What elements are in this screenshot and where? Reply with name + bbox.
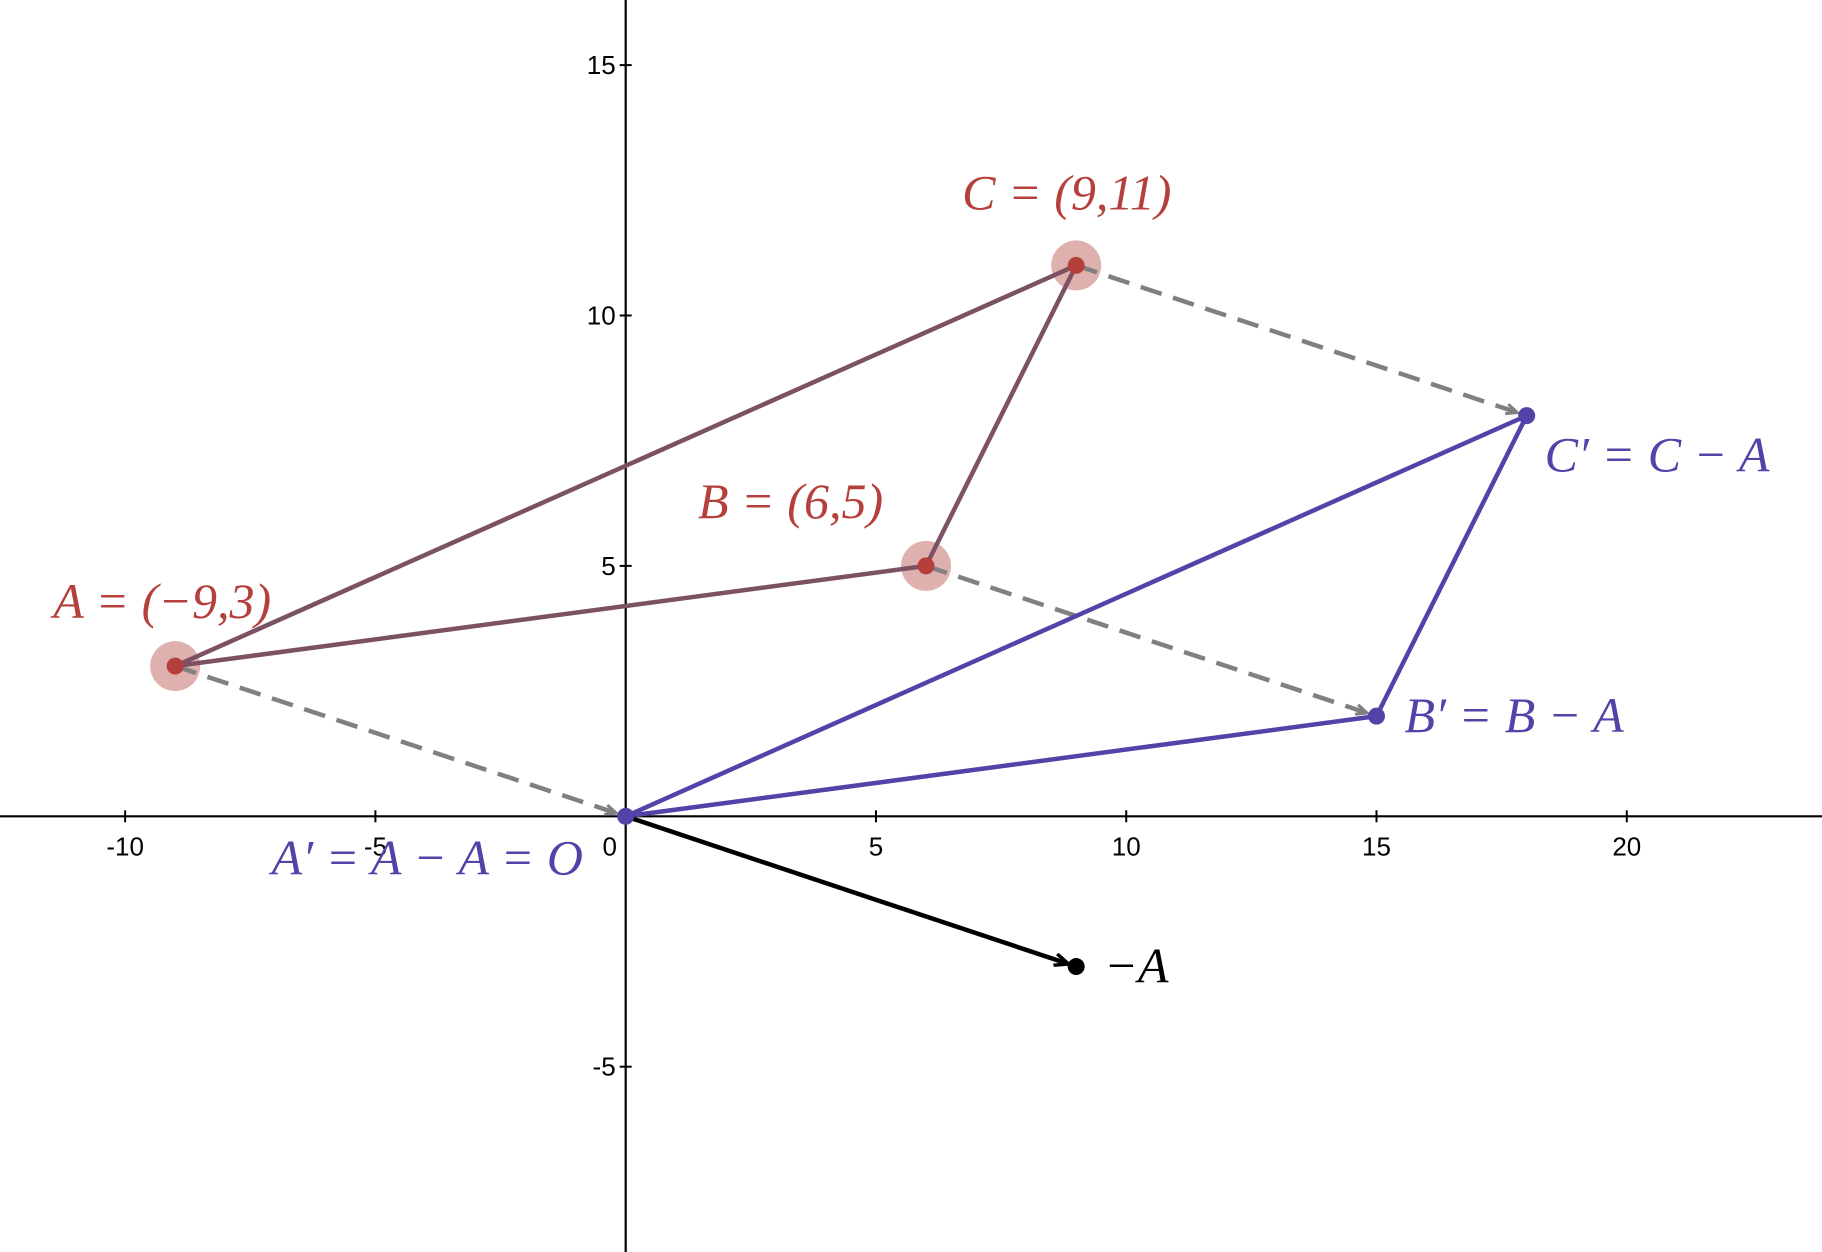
x-tick-label: -10 [106, 831, 144, 861]
y-tick-label: 15 [587, 50, 616, 80]
translated-segment-ac [623, 413, 1529, 819]
point-a-prime-label: A′ = A − A = O [269, 829, 583, 885]
translation-arrows-group [174, 263, 1517, 813]
translated-segment-ab [623, 713, 1379, 819]
point-a [166, 657, 184, 675]
original-segment-bc [923, 263, 1079, 569]
original-segment-ab [172, 563, 929, 669]
points-group [166, 256, 1536, 976]
x-tick-label: -5 [364, 831, 387, 861]
point-b-prime [1368, 707, 1386, 725]
y-tick-label: 10 [587, 301, 616, 331]
point-c [1067, 256, 1085, 274]
x-tick-label: 15 [1362, 831, 1391, 861]
point-c-prime-label: C′ = C − A [1545, 427, 1770, 483]
point-a-prime [617, 807, 635, 825]
x-tick-label: 5 [869, 831, 883, 861]
point-c-prime [1518, 407, 1536, 425]
x-tick-label: 0 [602, 831, 616, 861]
point-negative-a [1067, 958, 1085, 976]
point-b-prime-label: B′ = B − A [1405, 687, 1625, 743]
negative-vector-group [624, 814, 1069, 964]
point-c-label: C = (9,11) [962, 164, 1171, 220]
x-tick-label: 10 [1112, 831, 1141, 861]
point-b [917, 557, 935, 575]
original-triangle-group [172, 263, 1079, 669]
translation-arrow-a [174, 663, 616, 813]
translated-segment-bc [1374, 413, 1529, 719]
negative-a-vector [624, 814, 1069, 964]
y-tick-label: 5 [601, 551, 615, 581]
translation-arrow-c [1075, 263, 1517, 412]
labels-group: A = (−9,3) B = (6,5) C = (9,11) A′ = A − A … [50, 164, 1770, 993]
negative-a-label: −A [1104, 938, 1169, 994]
x-tick-label: 20 [1612, 831, 1641, 861]
y-tick-label: -5 [593, 1052, 616, 1082]
translation-arrow-b [925, 563, 1367, 713]
point-b-label: B = (6,5) [698, 473, 883, 529]
original-segment-ac [172, 263, 1079, 669]
point-a-label: A = (−9,3) [50, 573, 271, 629]
translated-triangle-group [623, 413, 1529, 819]
